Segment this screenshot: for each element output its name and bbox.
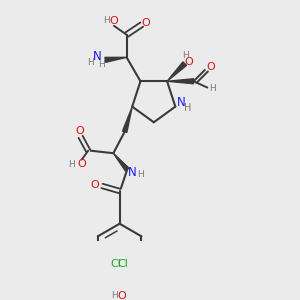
Polygon shape xyxy=(167,62,187,81)
Text: O: O xyxy=(109,16,118,26)
Text: O: O xyxy=(206,62,215,72)
Text: H: H xyxy=(111,291,118,300)
Text: H: H xyxy=(210,84,216,93)
Text: O: O xyxy=(77,159,86,169)
Text: N: N xyxy=(93,50,102,63)
Text: O: O xyxy=(118,290,127,300)
Text: N: N xyxy=(176,96,185,109)
Text: O: O xyxy=(142,18,151,28)
Text: N: N xyxy=(128,166,136,178)
Polygon shape xyxy=(105,57,127,62)
Text: O: O xyxy=(91,180,99,190)
Text: Cl: Cl xyxy=(118,259,129,269)
Text: H: H xyxy=(184,103,192,113)
Polygon shape xyxy=(122,106,132,133)
Text: Cl: Cl xyxy=(110,259,121,269)
Text: H: H xyxy=(182,51,189,60)
Text: H: H xyxy=(98,60,105,69)
Text: O: O xyxy=(75,126,84,136)
Text: H: H xyxy=(103,16,110,25)
Polygon shape xyxy=(113,153,129,171)
Text: H: H xyxy=(137,170,144,179)
Text: H: H xyxy=(87,58,94,67)
Text: O: O xyxy=(184,57,193,67)
Polygon shape xyxy=(167,79,194,84)
Text: H: H xyxy=(68,160,75,169)
